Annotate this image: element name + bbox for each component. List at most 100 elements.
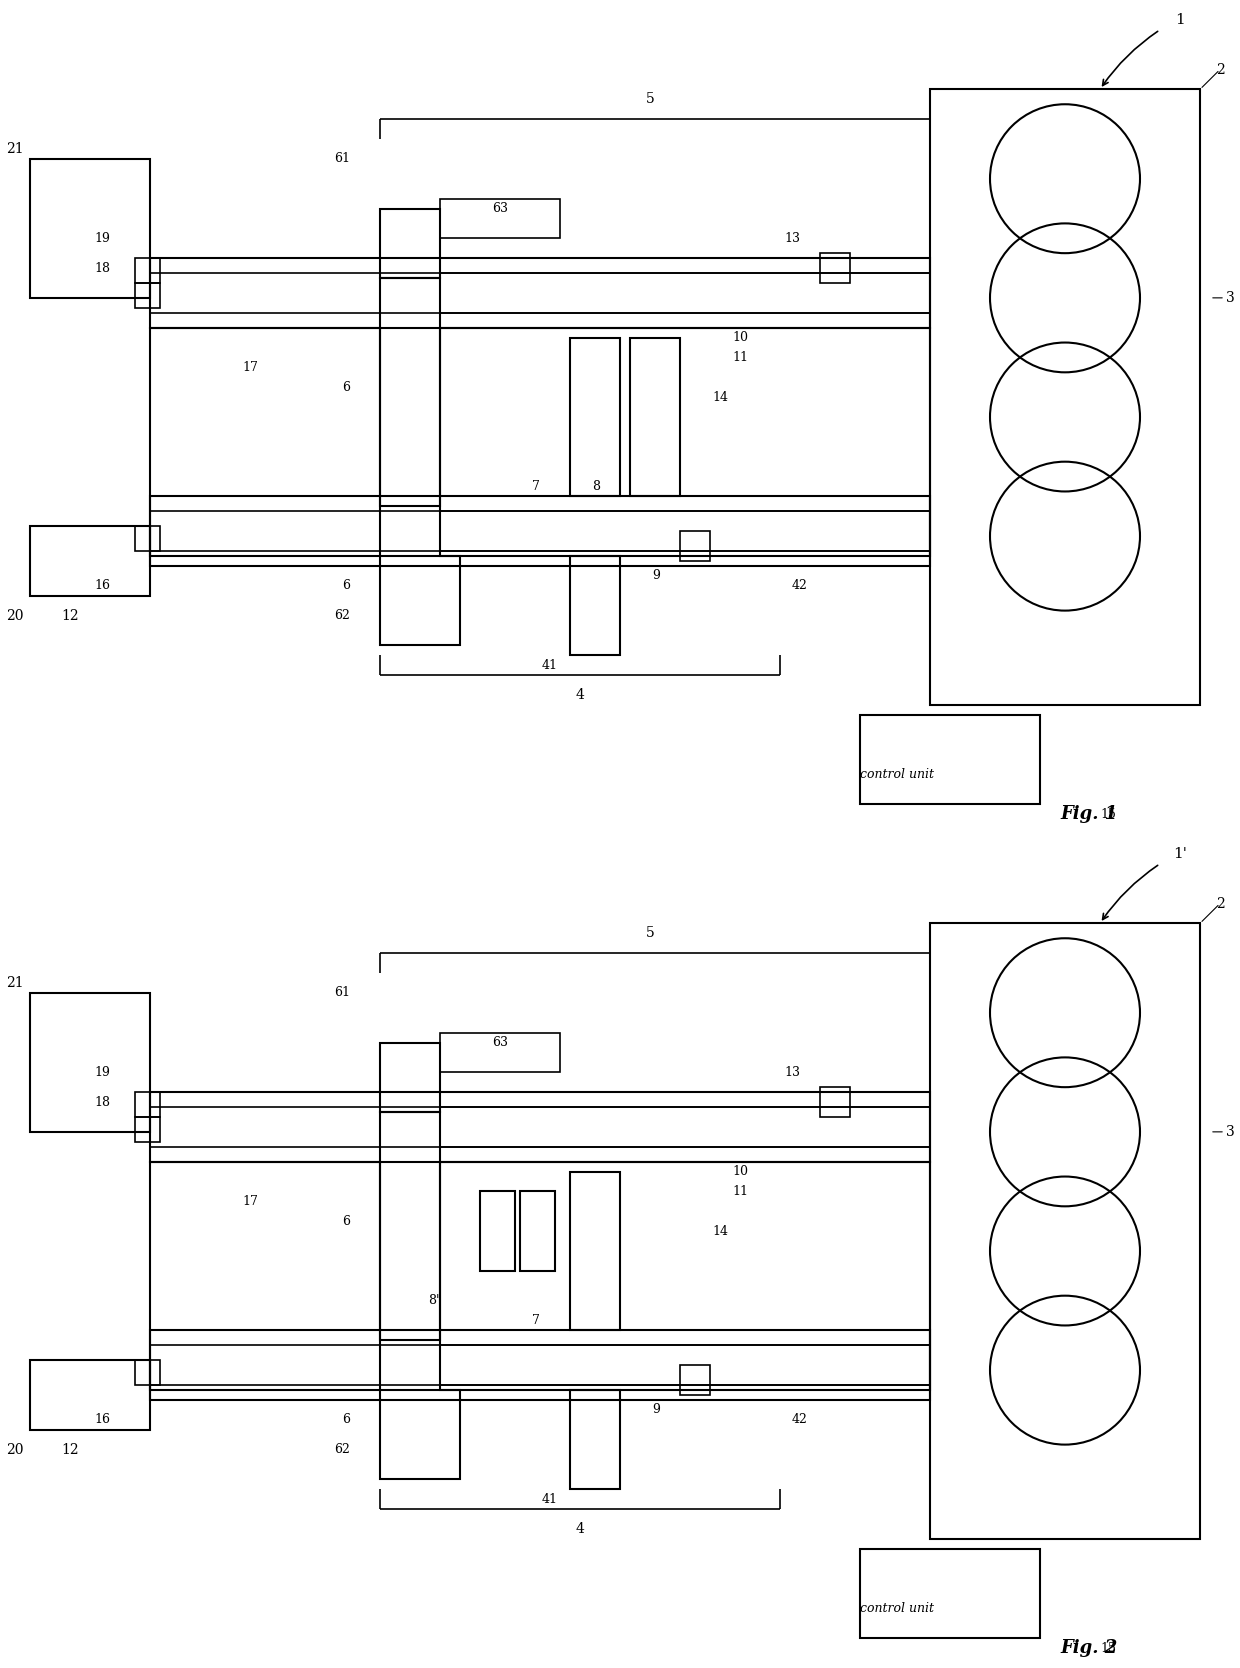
Text: 14: 14 — [712, 1224, 728, 1238]
Bar — [570, 1171, 620, 1331]
Bar — [135, 259, 160, 284]
Bar — [150, 512, 930, 550]
Text: 20: 20 — [6, 1443, 24, 1456]
Bar — [30, 992, 150, 1133]
Text: 42: 42 — [792, 1413, 808, 1426]
Text: 6: 6 — [342, 380, 350, 394]
Bar — [520, 1191, 556, 1271]
Bar — [150, 1331, 930, 1399]
Bar — [379, 1113, 440, 1341]
Bar — [440, 1032, 560, 1073]
Bar — [150, 274, 930, 314]
Text: Fig. 2: Fig. 2 — [1060, 1640, 1117, 1656]
Bar — [150, 497, 930, 565]
Text: 5: 5 — [646, 926, 655, 941]
Text: 19: 19 — [94, 232, 110, 245]
Bar — [135, 1093, 160, 1118]
Text: 16: 16 — [94, 1413, 110, 1426]
Text: 12: 12 — [61, 1443, 79, 1456]
Text: 5: 5 — [646, 92, 655, 107]
Bar — [379, 279, 440, 507]
Bar — [150, 327, 379, 555]
Bar — [30, 525, 150, 595]
Text: 2: 2 — [1215, 62, 1224, 77]
Bar — [630, 337, 680, 497]
Text: 13: 13 — [784, 1066, 800, 1079]
Text: 61: 61 — [334, 986, 350, 999]
Bar — [440, 198, 560, 239]
Bar — [135, 284, 160, 309]
Text: 18: 18 — [94, 262, 110, 275]
Bar — [440, 1161, 930, 1389]
Text: 63: 63 — [492, 1036, 508, 1049]
Bar — [150, 1093, 930, 1161]
Text: 41: 41 — [542, 1493, 558, 1506]
Text: control unit: control unit — [861, 767, 934, 781]
Text: 12: 12 — [61, 609, 79, 622]
Text: 21: 21 — [6, 142, 24, 155]
Text: 13: 13 — [784, 232, 800, 245]
Bar — [379, 555, 460, 646]
Text: 9: 9 — [652, 1403, 660, 1416]
Text: 15: 15 — [1100, 1641, 1116, 1655]
Bar — [440, 512, 930, 550]
Text: Fig. 1: Fig. 1 — [1060, 806, 1117, 822]
Bar — [680, 1364, 711, 1394]
Text: 6: 6 — [342, 1413, 350, 1426]
Text: 14: 14 — [712, 390, 728, 404]
Bar — [570, 1389, 620, 1490]
Text: control unit: control unit — [861, 1601, 934, 1615]
Text: 8': 8' — [429, 1294, 440, 1308]
Text: 4: 4 — [575, 687, 584, 702]
Text: 17: 17 — [242, 1194, 258, 1208]
Text: 7: 7 — [532, 1314, 539, 1328]
Text: 3: 3 — [1225, 1124, 1234, 1139]
Bar — [150, 1161, 379, 1389]
Text: 41: 41 — [542, 659, 558, 672]
Text: 18: 18 — [94, 1096, 110, 1109]
Bar — [135, 1118, 160, 1143]
Bar — [440, 274, 930, 314]
Text: 8: 8 — [591, 480, 600, 494]
Bar — [150, 259, 930, 327]
Bar — [440, 327, 930, 555]
Bar — [680, 530, 711, 560]
Bar — [861, 716, 1040, 804]
Bar — [440, 1108, 930, 1148]
Text: 11: 11 — [732, 1184, 748, 1198]
Text: 62: 62 — [334, 609, 350, 622]
Bar — [30, 158, 150, 299]
Bar — [570, 555, 620, 656]
Bar — [570, 337, 620, 497]
Text: 6: 6 — [342, 1214, 350, 1228]
Text: 20: 20 — [6, 609, 24, 622]
Bar — [30, 1359, 150, 1429]
Text: 6: 6 — [342, 579, 350, 592]
Text: 15: 15 — [1100, 807, 1116, 821]
Bar — [150, 1346, 930, 1384]
Bar — [150, 1108, 930, 1148]
Text: 63: 63 — [492, 202, 508, 215]
Text: 62: 62 — [334, 1443, 350, 1456]
Bar — [135, 1359, 160, 1384]
Text: 1: 1 — [1176, 13, 1185, 27]
Bar — [135, 525, 160, 550]
Text: 7: 7 — [532, 480, 539, 494]
Text: 61: 61 — [334, 152, 350, 165]
Text: 17: 17 — [242, 360, 258, 374]
Bar — [379, 1042, 440, 1113]
Text: 10: 10 — [732, 1164, 748, 1178]
Text: 16: 16 — [94, 579, 110, 592]
Text: 1': 1' — [1173, 847, 1187, 861]
Bar — [379, 208, 440, 279]
Text: 19: 19 — [94, 1066, 110, 1079]
Bar — [820, 1088, 849, 1118]
Text: 3: 3 — [1225, 290, 1234, 305]
Bar — [480, 1191, 515, 1271]
Text: 2: 2 — [1215, 896, 1224, 911]
Bar — [440, 1346, 930, 1384]
Bar — [930, 90, 1200, 706]
Text: 21: 21 — [6, 976, 24, 989]
Text: 42: 42 — [792, 579, 808, 592]
Bar — [930, 924, 1200, 1540]
